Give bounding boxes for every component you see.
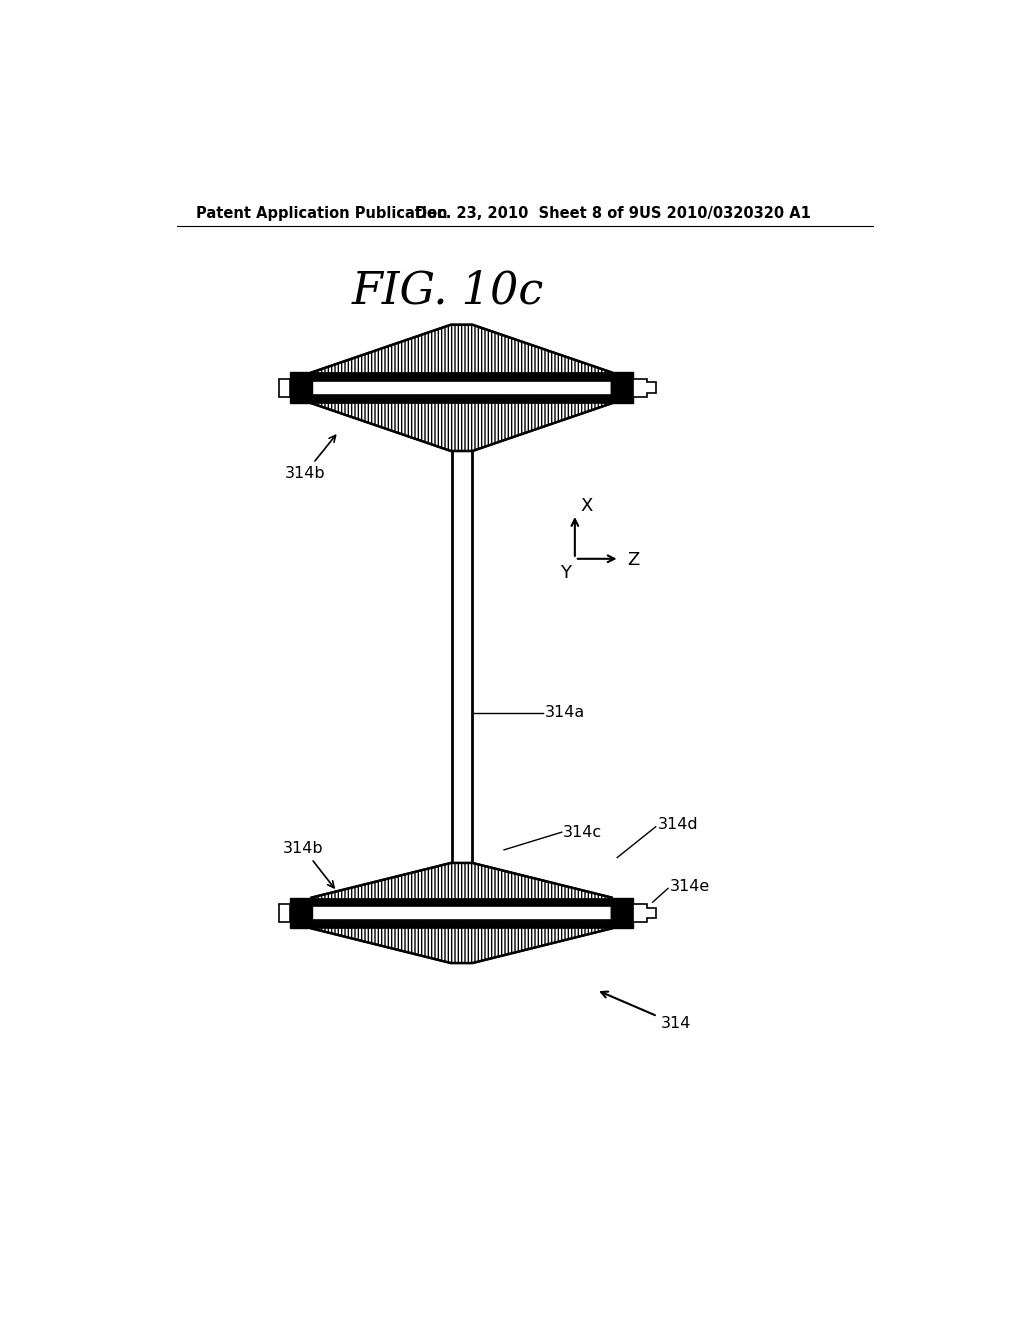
Text: Z: Z (628, 552, 639, 569)
Polygon shape (290, 898, 311, 928)
Text: X: X (581, 498, 593, 515)
Polygon shape (311, 325, 611, 451)
Polygon shape (611, 898, 634, 928)
Text: 314d: 314d (658, 817, 698, 832)
Polygon shape (311, 395, 611, 404)
Polygon shape (311, 920, 611, 928)
Polygon shape (280, 379, 290, 397)
Polygon shape (452, 432, 472, 875)
Text: Dec. 23, 2010  Sheet 8 of 9: Dec. 23, 2010 Sheet 8 of 9 (416, 206, 639, 222)
Polygon shape (634, 904, 656, 923)
Polygon shape (311, 381, 611, 395)
Text: 314b: 314b (283, 841, 334, 888)
Text: 314e: 314e (670, 879, 710, 895)
Polygon shape (311, 906, 611, 920)
Text: 314: 314 (601, 991, 691, 1031)
Polygon shape (311, 898, 611, 906)
Text: 314a: 314a (545, 705, 585, 721)
Text: 314b: 314b (285, 436, 336, 480)
Polygon shape (634, 379, 656, 397)
Polygon shape (290, 372, 311, 404)
Polygon shape (611, 372, 634, 404)
Polygon shape (311, 372, 611, 381)
Text: 314c: 314c (563, 825, 602, 840)
Polygon shape (311, 863, 611, 964)
Polygon shape (280, 904, 290, 923)
Text: US 2010/0320320 A1: US 2010/0320320 A1 (639, 206, 811, 222)
Text: Y: Y (560, 564, 571, 582)
Text: Patent Application Publication: Patent Application Publication (196, 206, 447, 222)
Text: FIG. 10c: FIG. 10c (351, 269, 544, 313)
